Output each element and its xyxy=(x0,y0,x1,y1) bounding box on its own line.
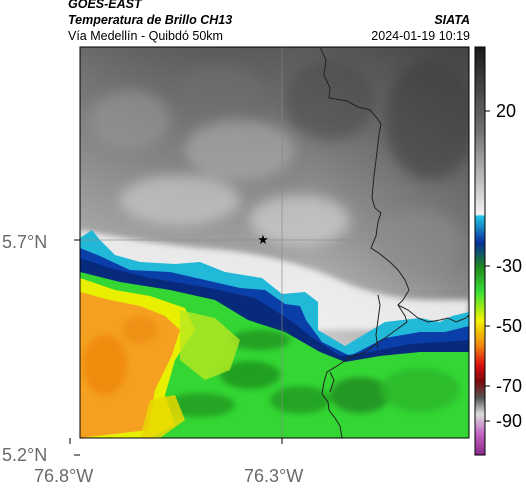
product-title: Temperatura de Brillo CH13 xyxy=(68,13,233,27)
colorbar-tick-minus-30: -30 xyxy=(496,256,523,276)
lat-tick-5-2: 5.2°N xyxy=(2,445,48,465)
colorbar xyxy=(474,46,486,456)
timestamp-label: 2024-01-19 10:19 xyxy=(371,29,470,43)
lon-tick-76-3: 76.3°W xyxy=(244,466,304,486)
map-frame xyxy=(79,46,470,439)
regional-border xyxy=(375,294,469,349)
colorbar-tick-20: 20 xyxy=(496,101,517,121)
colorbar-tick-minus-50: -50 xyxy=(496,316,523,336)
colorbar-tick-minus-90: -90 xyxy=(496,411,523,431)
lat-tick-5-7: 5.7°N xyxy=(2,232,48,252)
region-label: Vía Medellín - Quibdó 50km xyxy=(68,29,223,43)
org-label: SIATA xyxy=(434,13,470,27)
colorbar-tick-minus-70: -70 xyxy=(496,376,523,396)
star-marker-icon: ★ xyxy=(257,233,269,248)
satellite-label: GOES-EAST xyxy=(68,0,142,11)
department-border xyxy=(319,47,410,438)
lon-tick-76-8: 76.8°W xyxy=(34,466,94,486)
